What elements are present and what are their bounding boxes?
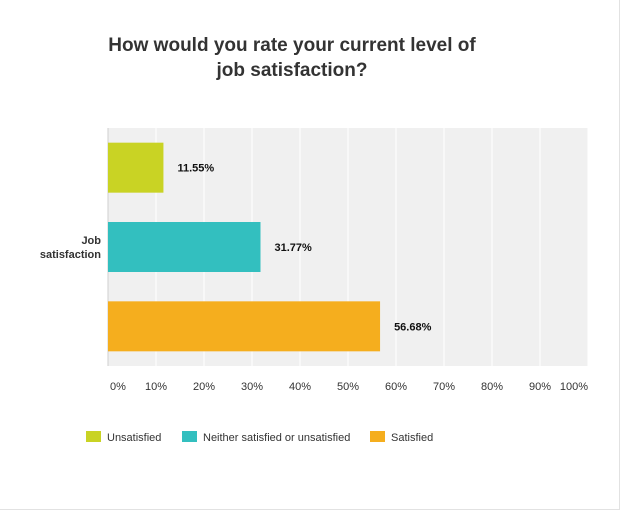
category-label-line-2: satisfaction: [40, 249, 101, 261]
legend-swatch: [182, 431, 197, 442]
x-tick-label: 50%: [337, 381, 359, 393]
bar: [108, 142, 164, 193]
x-tick-label: 30%: [241, 381, 263, 393]
x-tick-label: 60%: [385, 381, 407, 393]
x-tick-label: 100%: [560, 381, 588, 393]
legend-item: Unsatisfied: [86, 431, 161, 444]
category-label-line-1: Job: [81, 235, 101, 247]
legend-label: Satisfied: [391, 432, 433, 444]
bar-value-label: 31.77%: [274, 242, 312, 254]
bar-value-label: 56.68%: [394, 321, 432, 333]
bar: [108, 301, 381, 352]
legend-swatch: [370, 431, 385, 442]
legend-label: Neither satisfied or unsatisfied: [203, 432, 350, 444]
legend-label: Unsatisfied: [107, 432, 161, 444]
legend: Unsatisfied Neither satisfied or unsatisf…: [86, 431, 433, 444]
x-tick-label: 70%: [433, 381, 455, 393]
x-tick-label: 0%: [110, 381, 126, 393]
x-tick-label: 10%: [145, 381, 167, 393]
legend-item: Satisfied: [370, 431, 433, 444]
value-labels: 11.55% 31.77% 56.68%: [177, 163, 431, 334]
legend-item: Neither satisfied or unsatisfied: [182, 431, 350, 444]
bar: [108, 222, 261, 272]
bars: [108, 142, 381, 352]
legend-swatch: [86, 431, 101, 442]
x-tick-label: 20%: [193, 381, 215, 393]
x-tick-label: 90%: [529, 381, 551, 393]
x-tick-label: 80%: [481, 381, 503, 393]
x-tick-label: 40%: [289, 381, 311, 393]
chart-title-line-1: How would you rate your current level of: [108, 35, 476, 56]
x-axis-ticks: 0% 10% 20% 30% 40% 50% 60% 70% 80% 90% 100%: [110, 381, 588, 393]
chart-title-line-2: job satisfaction?: [216, 60, 368, 81]
bar-value-label: 11.55%: [177, 163, 214, 175]
